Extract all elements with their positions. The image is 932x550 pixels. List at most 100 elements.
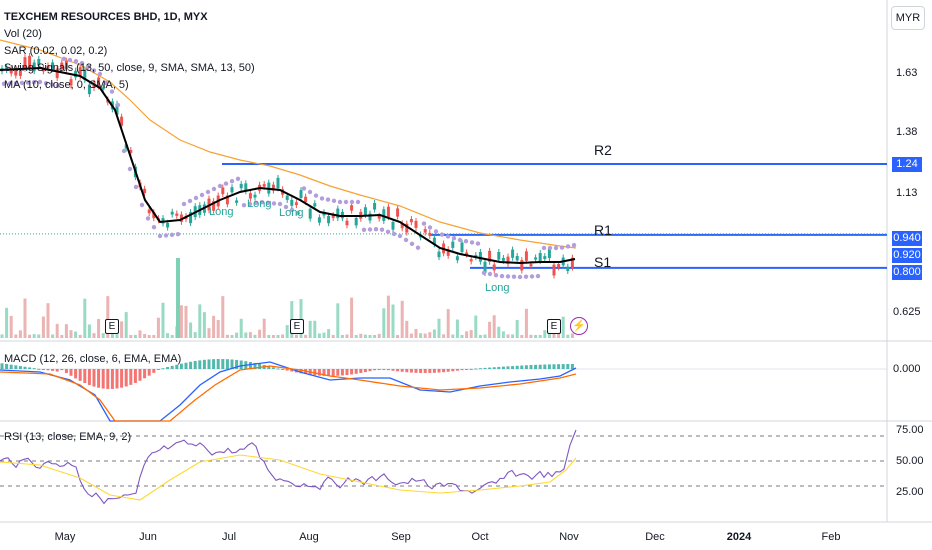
macd-hist-bar [166,367,170,369]
sar-dot [415,245,421,250]
macd-hist-bar [221,359,225,369]
sar-dot [283,204,289,210]
currency-button[interactable]: MYR [891,6,925,30]
sar-dot [103,80,109,86]
volume-bar [529,334,533,338]
price-tag-last: 0.940 [892,231,922,246]
volume-bar [14,334,18,338]
sar-dot [337,199,343,205]
earnings-marker[interactable]: E [290,319,304,334]
sar-dot [247,201,253,207]
candle-body [524,251,528,261]
sar-dot [61,56,67,61]
macd-hist-bar [60,369,64,371]
candle-body [465,252,469,255]
volume-bar [5,307,9,338]
volume-bar [156,317,160,338]
rsi-tick: 25.00 [896,486,924,498]
macd-hist-bar [446,369,450,372]
sar-dot [355,199,361,205]
macd-hist-bar [115,369,119,389]
candle-body [511,249,515,258]
volume-bar [432,329,436,338]
volume-bar [557,333,561,338]
candle-body [299,190,303,198]
volume-bar [478,334,482,338]
sar-dot [79,61,85,66]
candle-body [552,264,556,276]
sar-dot [367,227,373,232]
sar-dot [37,79,43,85]
macd-hist-bar [198,360,202,369]
volume-bar [285,325,289,338]
volume-bar [405,320,409,338]
sar-dot [451,236,457,241]
candle-body [120,116,124,126]
candle-body [189,212,193,224]
sar-dot [169,232,175,237]
candle-body [23,57,27,69]
volume-bar [570,333,574,338]
earnings-marker[interactable]: E [547,319,561,334]
candle-body [235,200,239,203]
month-label: Dec [645,531,665,543]
macd-hist-bar [152,369,156,373]
macd-hist-bar [41,369,45,370]
candle-body [175,213,179,216]
macd-hist-bar [239,360,243,369]
macd-hist-bar [414,369,418,373]
macd-hist-bar [175,364,179,369]
macd-hist-bar [37,368,41,370]
candle-body [5,67,9,71]
volume-bar [69,330,73,338]
lightning-icon[interactable]: ⚡ [570,317,588,335]
macd-hist-bar [74,369,78,379]
volume-bar [396,334,400,338]
candle-body [474,255,478,258]
sar-dot [433,229,439,234]
volume-bar [143,333,147,338]
volume-bar [198,304,202,338]
volume-bar [78,334,82,338]
macd-hist-bar [101,369,105,389]
volume-bar [133,334,137,338]
sar-dot [223,181,229,186]
sar-dot [121,148,127,154]
volume-bar [350,297,354,338]
macd-hist-bar [170,365,174,369]
sar-dot [265,200,271,205]
volume-bar [501,331,505,338]
volume-bar [92,333,96,338]
macd-hist-bar [419,369,423,373]
volume-bar [524,308,528,338]
macd-hist-bar [0,363,4,369]
macd-hist-bar [23,366,27,369]
macd-hist-bar [336,369,340,376]
sar-dot [469,240,475,245]
volume-bar [0,334,4,338]
candle-body [170,211,174,215]
sar-dot [427,225,433,230]
volume-bar [419,333,423,338]
macd-hist-bar [515,365,519,369]
candle-body [97,77,101,87]
sar-dot [193,195,199,201]
sar-dot [85,64,91,70]
macd-hist-bar [83,369,87,384]
candle-body [147,209,151,214]
month-label: Feb [821,531,841,543]
macd-hist-bar [322,369,326,376]
candle-body [497,251,501,260]
earnings-marker[interactable]: E [105,319,119,334]
sar-dot [325,197,331,202]
sar-dot [289,207,295,213]
macd-hist-bar [129,369,133,385]
macd-hist-bar [400,369,404,372]
price-tag-r2: 1.24 [892,157,922,172]
candle-body [331,215,335,219]
sar-dot [307,189,313,195]
sar-dot [67,57,73,63]
sar-dot [403,237,409,243]
candle-body [253,194,257,198]
sar-dot [319,196,325,201]
